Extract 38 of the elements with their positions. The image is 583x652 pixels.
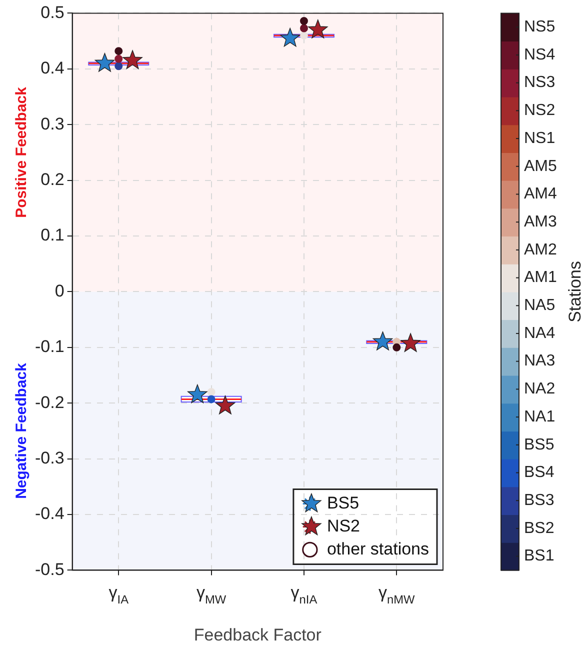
- band-label: Positive Feedback: [13, 86, 30, 218]
- y-tick-label: 0.5: [40, 2, 64, 22]
- color-bar-label: AM4: [524, 186, 557, 203]
- color-bar-label: NS1: [524, 130, 556, 147]
- color-bar-label: NS5: [524, 18, 556, 36]
- color-bar-label: NA2: [524, 380, 556, 398]
- color-bar-label: NA3: [524, 352, 556, 370]
- legend-label: NS2: [326, 516, 360, 536]
- band-label: Negative Feedback: [13, 362, 30, 499]
- color-bar-label: BS5: [524, 436, 554, 454]
- legend-label: other stations: [326, 539, 430, 558]
- color-bar-label: AM3: [524, 213, 557, 230]
- color-bar-label: AM5: [524, 158, 557, 175]
- y-tick-label: 0.2: [40, 170, 64, 189]
- color-bar-label: AM1: [524, 269, 557, 286]
- color-bar-label: NS4: [524, 46, 556, 64]
- y-tick-label: -0.3: [34, 448, 64, 468]
- y-tick-label: 0: [54, 281, 64, 300]
- color-bar-label: BS1: [524, 548, 554, 565]
- color-bar-label: BS3: [524, 492, 554, 509]
- color-bar-label: NA4: [524, 324, 556, 342]
- y-tick-label: -0.2: [34, 392, 64, 412]
- y-tick-label: -0.5: [34, 560, 64, 579]
- y-tick-label: -0.4: [34, 504, 64, 524]
- y-tick-label: 0.1: [40, 226, 64, 245]
- y-tick-label: 0.4: [40, 58, 64, 78]
- y-tick-label: -0.1: [34, 337, 64, 356]
- color-bar-label: NS3: [524, 74, 556, 92]
- x-axis-title: Feedback Factor: [194, 625, 322, 644]
- color-bar-label: NS2: [524, 102, 556, 120]
- legend-label: BS5: [326, 493, 360, 512]
- color-bar-title: Stations: [566, 260, 583, 322]
- color-bar-label: NA5: [524, 297, 556, 314]
- color-bar-label: BS4: [524, 464, 554, 482]
- y-tick-label: 0.3: [40, 114, 64, 134]
- color-bar-label: AM2: [524, 241, 557, 258]
- color-bar-label: NA1: [524, 408, 556, 426]
- color-bar-label: BS2: [524, 520, 554, 537]
